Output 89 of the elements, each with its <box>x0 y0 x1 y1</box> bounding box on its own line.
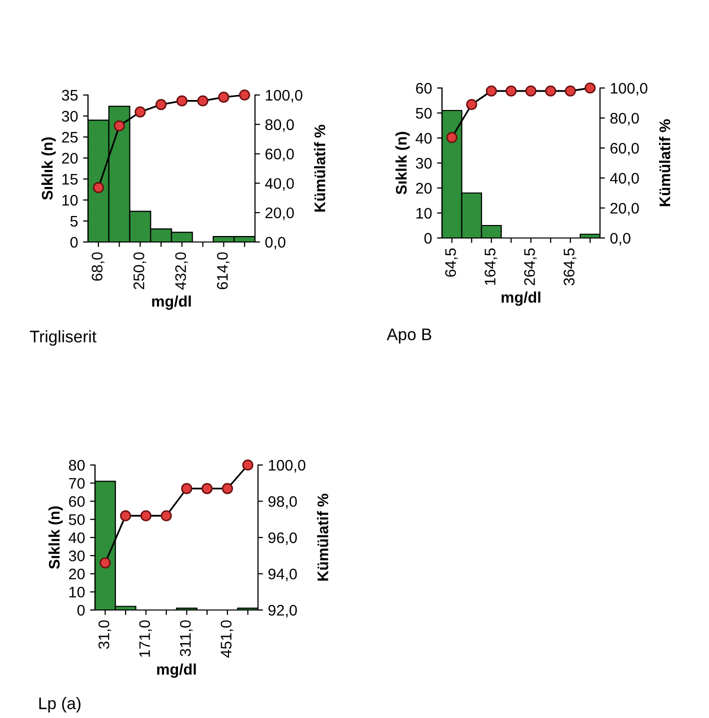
y-tick-label: 10 <box>69 586 85 598</box>
x-tick-label: 250,0 <box>133 252 146 290</box>
y-tick-label: 30 <box>62 110 78 122</box>
point <box>584 82 596 94</box>
y-tick-label: 0 <box>424 232 432 244</box>
point <box>92 182 104 194</box>
y-tick-label: 50 <box>416 108 432 119</box>
y2-axis-title: Kümülatif % <box>317 494 328 581</box>
point <box>160 510 172 522</box>
x-tick-label: 614,0 <box>216 252 230 290</box>
y-tick-label: 70 <box>69 478 85 489</box>
y-tick-label: 60 <box>416 82 432 94</box>
x-axis-title: mg/dl <box>152 296 191 310</box>
x-tick-label: 68,0 <box>92 252 104 281</box>
point <box>446 132 458 144</box>
y-tick-label: 15 <box>62 174 78 185</box>
y2-tick-label: 80,0 <box>610 112 639 126</box>
y-tick-label: 10 <box>416 208 432 219</box>
y2-tick-label: 40,0 <box>610 172 639 186</box>
point <box>545 85 556 97</box>
y2-tick-label: 94,0 <box>268 568 297 582</box>
x-tick-label: 451,0 <box>220 620 234 658</box>
x-tick-label: 432,0 <box>175 252 188 290</box>
point <box>120 510 132 522</box>
point <box>222 483 233 494</box>
y2-tick-label: 0,0 <box>265 236 286 250</box>
x-tick-label: 264,5 <box>524 248 537 286</box>
x-tick-label: 311,0 <box>180 620 193 656</box>
y2-tick-label: 40,0 <box>265 178 294 191</box>
text: Trigliserit <box>30 330 96 346</box>
y2-tick-label: 60,0 <box>266 148 294 162</box>
y-tick-label: 40 <box>416 132 432 144</box>
y-tick-label: 10 <box>62 194 78 206</box>
y-tick-label: 30 <box>416 158 432 169</box>
point <box>564 85 576 97</box>
y-axis-title: Sıklık (n) <box>48 506 63 569</box>
point <box>525 85 536 97</box>
y2-axis-title: Kümülatif % <box>659 119 670 206</box>
text: Lp (a) <box>39 697 80 713</box>
y-tick-label: 25 <box>62 132 78 143</box>
point <box>506 85 517 97</box>
point <box>156 99 167 110</box>
x-tick-label: 171,0 <box>139 620 152 657</box>
y-tick-label: 40 <box>68 532 85 544</box>
y-tick-label: 20 <box>416 182 432 194</box>
y-tick-label: 35 <box>62 90 78 101</box>
x-axis-title: mg/dl <box>157 664 196 678</box>
y2-tick-label: 98,0 <box>268 496 297 509</box>
y-axis-title: Sıklık (n) <box>395 132 410 194</box>
y2-tick-label: 20,0 <box>610 202 639 216</box>
y2-tick-label: 80,0 <box>265 119 294 132</box>
y-tick-label: 50 <box>68 514 85 526</box>
point <box>242 459 254 471</box>
x-tick-label: 364,5 <box>564 248 576 286</box>
x-tick-label: 64,5 <box>445 248 458 277</box>
y2-tick-label: 100,0 <box>266 90 302 102</box>
point <box>197 95 208 106</box>
y-tick-label: 0 <box>70 236 78 248</box>
y2-tick-label: 0,0 <box>610 232 630 246</box>
point <box>134 106 146 118</box>
y2-tick-label: 20,0 <box>265 207 294 220</box>
point <box>466 98 478 110</box>
y2-axis-title: Kümülatif % <box>314 124 326 212</box>
y2-tick-label: 60,0 <box>610 142 639 156</box>
x-tick-label: 164,5 <box>484 248 498 285</box>
y-tick-label: 80 <box>68 460 85 471</box>
y-tick-label: 60 <box>69 496 85 507</box>
y-tick-label: 20 <box>69 568 85 580</box>
point <box>140 510 152 522</box>
point <box>486 85 497 97</box>
point <box>176 95 188 106</box>
point <box>202 483 213 494</box>
point <box>100 557 111 568</box>
y-axis-title: Sıklık (n) <box>41 137 56 200</box>
y-tick-label: 30 <box>68 550 85 562</box>
y-tick-label: 0 <box>77 604 85 616</box>
point <box>239 89 250 101</box>
y-tick-label: 20 <box>62 152 78 164</box>
y-tick-label: 5 <box>70 216 78 227</box>
y2-tick-label: 92,0 <box>268 604 297 618</box>
y2-tick-label: 100,0 <box>610 82 648 96</box>
point <box>114 120 125 132</box>
point <box>181 483 192 494</box>
text: Apo B <box>386 328 432 344</box>
point <box>218 92 230 103</box>
x-tick-label: 31,0 <box>98 620 112 649</box>
y2-tick-label: 100,0 <box>268 460 306 472</box>
x-axis-title: mg/dl <box>502 292 540 306</box>
y2-tick-label: 96,0 <box>268 532 297 545</box>
